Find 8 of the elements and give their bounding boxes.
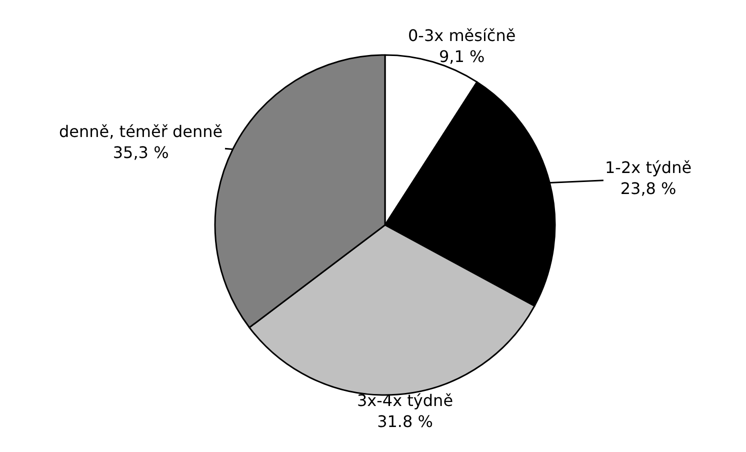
data-label: 35,3 % <box>112 142 169 162</box>
slice-label: denně, téměř denně <box>59 122 223 141</box>
slice-label: 0-3x měsíčně <box>408 26 516 45</box>
slice-label: 1-2x týdně <box>605 158 692 177</box>
slice-label: 3x-4x týdně <box>357 391 454 410</box>
data-label: 31.8 % <box>377 412 433 431</box>
data-label: 9,1 % <box>438 46 485 66</box>
data-label: 23,8 % <box>620 178 676 198</box>
